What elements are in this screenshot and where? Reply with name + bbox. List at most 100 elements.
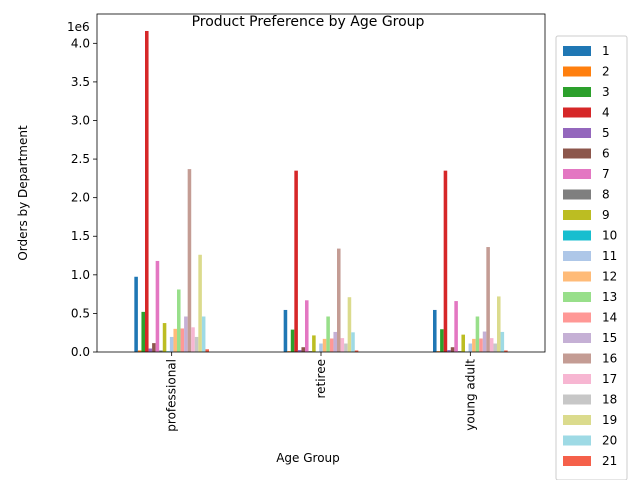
bar-young-adult-series-14 [479, 338, 483, 352]
bar-retiree-series-8 [308, 351, 313, 352]
bar-young-adult-series-18 [493, 343, 497, 352]
legend-label: 15 [602, 331, 617, 345]
legend-swatch [563, 333, 591, 343]
bar-retiree-series-1 [283, 309, 288, 352]
legend-swatch [563, 107, 591, 118]
x-tick-label: young adult [463, 359, 477, 431]
plot-area-frame [96, 13, 546, 353]
legend-swatch [563, 128, 591, 138]
bar-young-adult-series-5 [447, 350, 451, 352]
y-tick-label: 2.0 [71, 191, 90, 205]
legend-label: 20 [602, 434, 617, 448]
legend-swatch [563, 271, 591, 282]
legend-swatch [563, 394, 591, 405]
bar-young-adult-series-17 [489, 338, 494, 352]
y-tick-label: 1.0 [71, 268, 90, 282]
legend-label: 16 [602, 352, 617, 366]
legend-swatch [563, 435, 591, 446]
legend-label: 9 [602, 208, 610, 222]
bar-retiree-series-18 [344, 343, 348, 352]
legend-label: 2 [602, 65, 610, 79]
bar-retiree-series-14 [329, 338, 334, 352]
legend-swatch [563, 46, 591, 56]
axis-ticks: 0.0 0.5 1.0 1.5 2.0 2.5 3.0 3.5 4.0 professional r… [71, 36, 477, 431]
x-axis-label: Age Group [276, 451, 340, 465]
bar-retiree-series-12 [322, 338, 327, 352]
y-axis-offset-label: 1e6 [67, 20, 90, 34]
legend-label: 8 [602, 188, 610, 202]
legend-label: 12 [602, 270, 617, 284]
legend-swatch [563, 292, 591, 302]
bar-young-adult-series-13 [475, 316, 480, 352]
bar-young-adult-series-2 [436, 351, 441, 352]
legend-swatch [563, 251, 591, 261]
bar-professional-series-15 [184, 316, 188, 352]
bar-retiree-series-2 [287, 351, 291, 352]
legend-label: 6 [602, 147, 610, 161]
legend-label: 10 [602, 229, 617, 243]
legend-swatch [563, 353, 591, 364]
bar-professional-series-7 [155, 260, 160, 352]
bar-professional-series-5 [148, 348, 153, 352]
bar-professional-series-9 [162, 323, 167, 352]
bar-young-adult-series-3 [440, 329, 444, 352]
bar-retiree-series-9 [312, 335, 316, 352]
bar-professional-series-3 [141, 311, 145, 352]
y-tick-label: 1.5 [71, 229, 90, 243]
bar-young-adult-series-8 [457, 351, 462, 352]
legend-swatch [563, 148, 591, 159]
bar-professional-series-12 [173, 328, 177, 352]
bar-young-adult-series-9 [461, 334, 465, 352]
bar-young-adult-series-15 [482, 331, 487, 352]
bar-professional-series-11 [169, 336, 174, 352]
legend-label: 3 [602, 85, 610, 99]
bar-professional-series-4 [145, 30, 149, 352]
legend-label: 19 [602, 413, 617, 427]
legend-frame [555, 35, 628, 480]
bar-young-adult-series-16 [486, 247, 490, 352]
bar-professional-series-17 [191, 327, 195, 352]
bar-retiree-series-17 [340, 338, 345, 352]
y-tick-label: 3.5 [71, 75, 90, 89]
legend-label: 1 [602, 44, 610, 58]
legend-swatch [563, 66, 591, 77]
bar-young-adult-series-7 [454, 301, 458, 352]
y-axis-label: Orders by Department [16, 125, 30, 261]
y-tick-label: 0.0 [71, 345, 90, 359]
bar-young-adult-series-21 [504, 350, 508, 352]
bar-professional-series-21 [205, 349, 209, 352]
bar-young-adult-series-4 [443, 170, 448, 352]
bar-professional-series-20 [201, 316, 206, 352]
legend-label: 17 [602, 372, 617, 386]
bar-retiree-series-11 [319, 343, 323, 352]
bar-retiree-series-6 [301, 347, 305, 352]
bar-professional-series-19 [198, 254, 202, 352]
bar-young-adult-series-6 [450, 347, 455, 352]
y-tick-label: 3.0 [71, 113, 90, 127]
x-tick-label: retiree [314, 359, 328, 399]
legend-label: 5 [602, 126, 610, 140]
bar-young-adult-series-20 [500, 331, 505, 352]
bar-retiree-series-3 [290, 329, 295, 352]
bar-retiree-series-16 [337, 248, 341, 352]
legend-label: 11 [602, 249, 617, 263]
legend-swatch [563, 87, 591, 97]
legend-swatch [563, 374, 591, 384]
bar-professional-series-13 [177, 289, 181, 352]
legend-label: 14 [602, 311, 617, 325]
bar-professional-series-6 [152, 343, 156, 352]
bar-young-adult-series-1 [433, 309, 437, 352]
bar-young-adult-series-11 [468, 343, 473, 352]
legend-swatch [563, 456, 591, 466]
bar-professional-series-8 [159, 350, 163, 352]
bar-professional-series-14 [180, 328, 185, 352]
legend-label: 13 [602, 290, 617, 304]
bar-professional-series-18 [194, 336, 199, 352]
legend-label: 21 [602, 454, 617, 468]
bar-retiree-series-5 [297, 350, 302, 352]
bar-retiree-series-15 [333, 331, 337, 352]
legend-swatch [563, 189, 591, 200]
